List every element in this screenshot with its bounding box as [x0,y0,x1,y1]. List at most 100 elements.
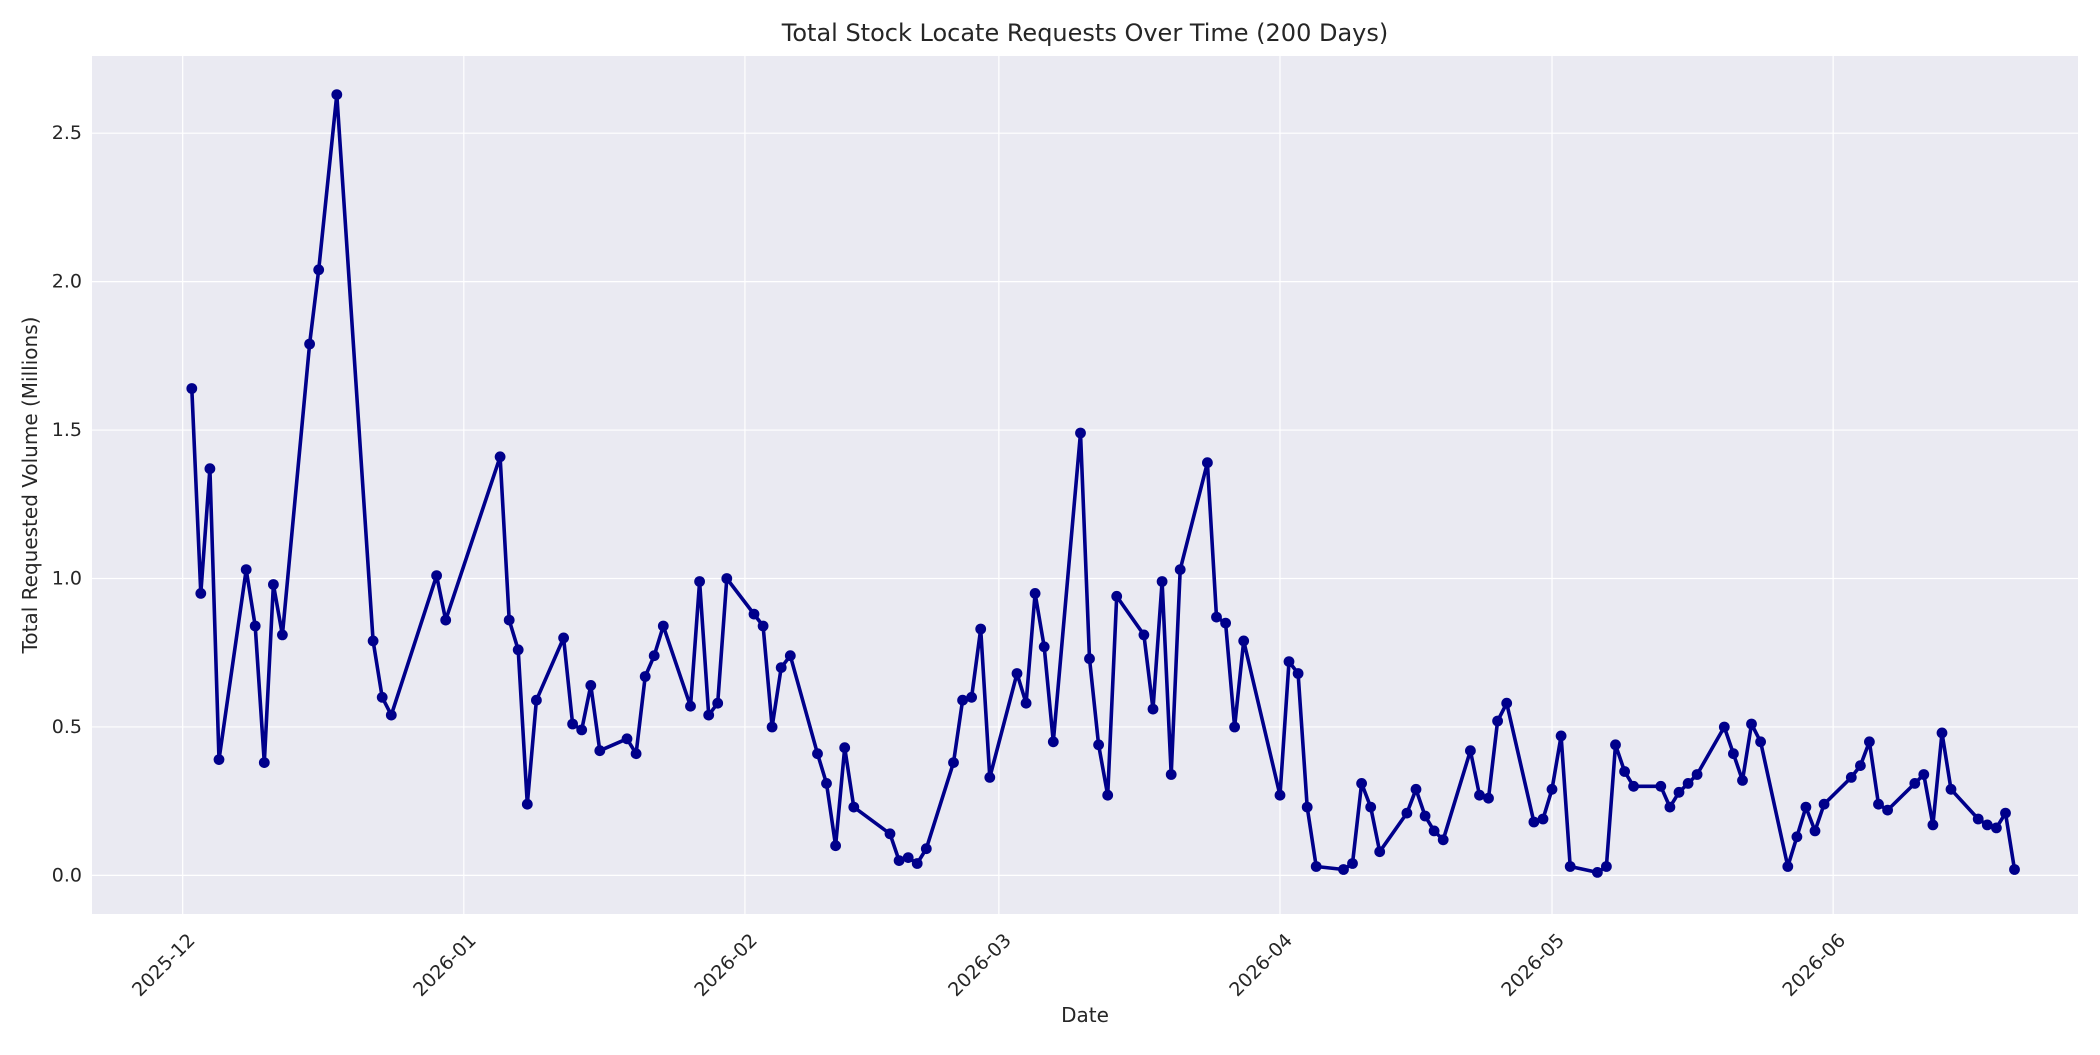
data-point [1927,819,1939,831]
data-point [376,691,388,703]
data-point [1664,801,1676,813]
data-point [685,700,696,712]
data-point [1220,617,1231,629]
y-axis-label: Total Requested Volume (Millions) [18,317,42,655]
data-point [1501,697,1513,709]
data-point [812,748,823,760]
data-point [1020,697,1032,709]
data-point [721,573,733,584]
data-point [304,338,315,350]
data-point [1428,825,1440,837]
data-point [1483,792,1494,804]
data-point [839,742,851,754]
data-point [1075,427,1086,439]
data-point [1229,721,1240,733]
data-point [1174,564,1186,575]
data-point [911,858,923,869]
data-point [558,632,569,644]
data-point [775,662,787,673]
data-point [694,576,705,587]
data-point [1972,813,1984,825]
data-point [204,463,216,475]
data-point [1800,801,1812,813]
x-tick-label: 2026-01 [409,929,481,1001]
data-point [249,620,261,632]
x-axis-label: Date [1061,1003,1109,1027]
data-point [258,757,270,768]
data-point [1102,789,1114,801]
y-tick-label: 1.0 [52,568,82,590]
data-point [1202,457,1213,469]
data-point [313,264,325,276]
data-point [440,614,452,626]
data-point [1655,780,1667,792]
data-point [884,828,896,840]
data-point [1564,861,1576,872]
data-point [1410,783,1422,795]
data-point [984,772,996,783]
data-point [1592,867,1603,878]
data-point [1301,801,1313,813]
data-point [195,588,207,599]
x-tick-label: 2026-06 [1778,929,1850,1001]
x-tick-label: 2026-02 [690,929,762,1001]
data-point [1855,760,1866,771]
data-point [1818,798,1830,810]
data-point [748,608,760,620]
data-point [1528,816,1540,828]
data-point [1492,715,1503,727]
data-point [1111,590,1123,602]
data-point [1782,861,1794,872]
data-point [1619,766,1630,777]
data-point [240,564,252,575]
data-point [1909,778,1921,789]
data-point [712,697,724,709]
data-point [1691,769,1703,780]
data-point [1682,778,1694,789]
data-point [1084,653,1095,665]
data-point [594,745,606,757]
data-point [1791,831,1803,843]
y-tick-label: 1.5 [52,419,82,441]
x-tick-label: 2026-05 [1497,929,1569,1001]
data-point [503,614,515,626]
data-point [1809,825,1821,837]
data-point [1936,727,1948,739]
data-points [186,89,2020,878]
data-point [1238,635,1250,647]
data-point [277,629,288,641]
data-point [821,778,832,789]
x-tick-label: 2025-12 [128,929,200,1001]
data-point [367,635,379,647]
data-point [1156,576,1168,587]
data-point [1011,668,1023,679]
data-point [1864,736,1875,748]
data-point [1555,730,1567,742]
x-tick-label: 2026-03 [944,929,1016,1001]
data-point [766,721,778,733]
data-point [1465,745,1476,757]
data-point [521,798,533,810]
data-point [1401,807,1413,819]
y-tick-label: 0.0 [52,864,82,886]
data-point [567,718,578,730]
data-point [331,89,343,100]
data-point [2000,807,2011,819]
data-point [621,733,633,745]
data-point [639,671,651,682]
data-point [1165,769,1177,780]
data-point [948,757,959,768]
gridlines [92,56,2078,914]
data-point [1601,861,1612,872]
data-point [1147,703,1159,715]
data-point [268,579,279,590]
data-point [213,754,225,765]
data-point [1356,778,1367,789]
data-point [1546,783,1558,795]
data-point [531,694,542,706]
chart-title: Total Stock Locate Requests Over Time (2… [781,19,1388,47]
y-tick-label: 0.5 [52,716,82,738]
data-point [1347,858,1358,869]
data-point [1945,783,1957,795]
